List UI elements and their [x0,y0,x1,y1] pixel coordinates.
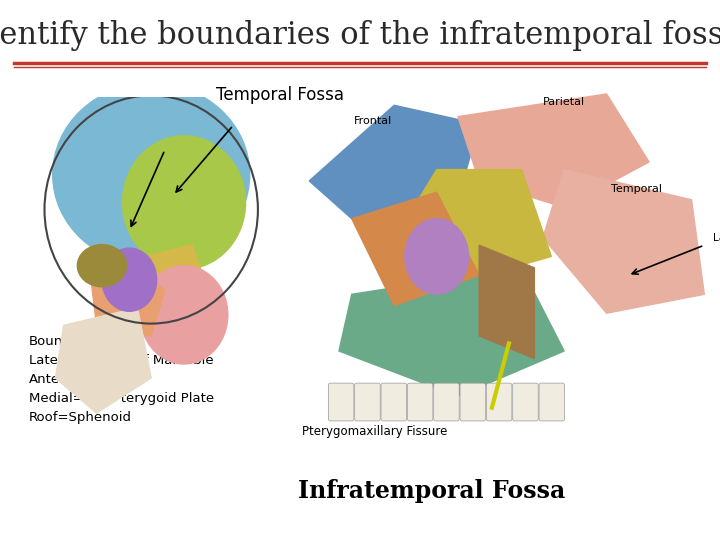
Text: Pterygomaxillary Fissure: Pterygomaxillary Fissure [302,426,447,438]
FancyBboxPatch shape [328,383,354,421]
FancyBboxPatch shape [381,383,407,421]
Polygon shape [91,266,165,336]
Text: Infratemporal Fossa: Infratemporal Fossa [298,480,566,503]
Text: Sphenoid: Sphenoid [474,184,526,194]
Text: Temporal Fossa: Temporal Fossa [216,85,344,104]
Text: Boundaries:
Lateral=Ramus of Mandible
Anterior=Maxilla
Medial=Lat. Pterygoid Pla: Boundaries: Lateral=Ramus of Mandible An… [29,335,214,424]
Text: Frontal: Frontal [354,116,392,126]
Polygon shape [458,94,649,207]
Ellipse shape [122,136,246,269]
Polygon shape [480,245,534,359]
Polygon shape [102,245,212,322]
FancyBboxPatch shape [460,383,485,421]
FancyBboxPatch shape [433,383,459,421]
Polygon shape [407,170,552,283]
Text: Z: Z [410,265,420,279]
Text: Maxilla: Maxilla [417,313,456,323]
Text: Lat. Pterygoid Plate: Lat. Pterygoid Plate [713,233,720,244]
Ellipse shape [140,266,228,364]
FancyBboxPatch shape [355,383,380,421]
Ellipse shape [405,219,469,294]
Text: Temporal: Temporal [611,184,662,194]
Polygon shape [339,268,564,396]
Text: Parietal: Parietal [543,97,585,107]
FancyBboxPatch shape [539,383,564,421]
Ellipse shape [102,248,157,311]
FancyBboxPatch shape [487,383,512,421]
FancyBboxPatch shape [513,383,539,421]
FancyBboxPatch shape [408,383,433,421]
Polygon shape [310,105,480,219]
Polygon shape [55,308,151,413]
Polygon shape [352,192,480,306]
Ellipse shape [53,83,250,266]
Polygon shape [543,170,704,313]
Ellipse shape [77,245,127,287]
Text: Identify the boundaries of the infratemporal fossa.: Identify the boundaries of the infratemp… [0,19,720,51]
